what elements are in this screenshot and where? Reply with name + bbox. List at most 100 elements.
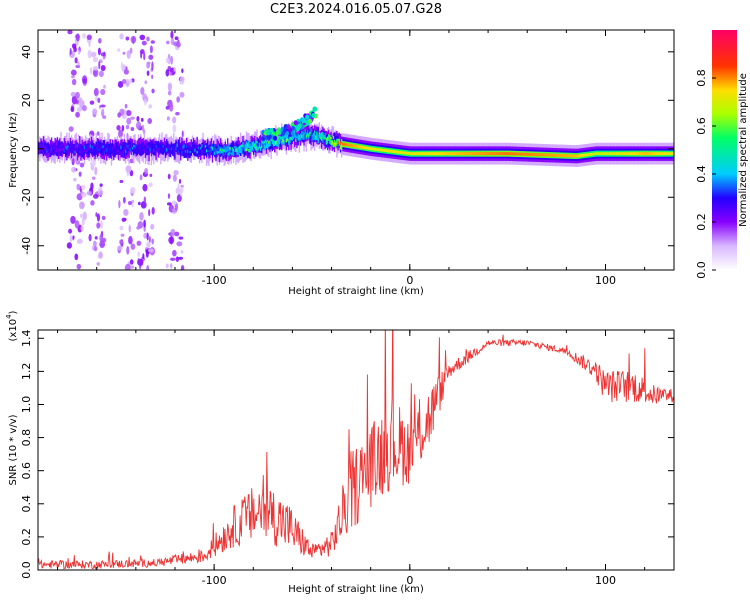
heatmap-cell [276,142,278,145]
heatmap-cell [133,148,135,153]
heatmap-cell [120,145,122,150]
heatmap-cell [339,142,342,146]
heatmap-cell [576,154,579,158]
heatmap-branch-point [290,131,295,137]
heatmap-cell [232,141,235,153]
heatmap-cell [500,152,502,156]
heatmap-speckle [140,117,144,122]
heatmap-speckle [82,33,86,39]
heatmap-cell [641,152,643,156]
heatmap-cell [86,149,88,152]
heatmap-cell [464,152,466,156]
heatmap-cell [275,140,277,145]
heatmap-cell [647,152,649,156]
heatmap-cell [579,154,581,158]
heatmap-cell [330,137,332,140]
heatmap-cell [316,133,318,141]
heatmap-cell [441,152,444,156]
heatmap-cell [338,138,340,144]
heatmap-cell [117,150,120,153]
heatmap-cell [84,142,87,149]
heatmap-cell [288,137,290,145]
heatmap-cell [154,148,156,152]
heatmap-speckle [166,116,170,121]
heatmap-cell [215,152,217,156]
heatmap-cell [432,152,434,156]
heatmap-cell [304,133,306,137]
heatmap-speckle [132,36,135,45]
heatmap-cell [430,152,432,156]
heatmap-cell [212,148,215,152]
heatmap-speckle [123,69,129,75]
heatmap-cell [655,152,657,156]
heatmap-cell [164,147,167,153]
y-tick-label: 0.0 [20,561,33,579]
heatmap-cell [246,143,249,147]
heatmap-cell [608,152,611,156]
heatmap-cell [587,153,589,157]
heatmap-speckle [91,176,96,180]
heatmap-cell [492,152,494,156]
heatmap-cell [317,127,319,140]
heatmap-cell [75,144,77,148]
heatmap-speckle [100,52,105,57]
heatmap-cell [96,146,99,157]
heatmap-speckle [90,160,96,167]
heatmap-cell [574,154,576,158]
heatmap-cell [356,144,358,148]
heatmap-cell [292,134,295,140]
heatmap-cell [104,148,107,153]
heatmap-cell [158,142,161,149]
heatmap-cell [428,152,431,156]
heatmap-cell [198,150,201,154]
heatmap-cell [546,153,548,157]
heatmap-cell [119,149,121,155]
heatmap-cell [296,133,298,137]
heatmap-cell [534,153,537,157]
heatmap-cell [326,137,329,141]
heatmap-speckle [167,193,171,199]
heatmap-cell [184,150,187,153]
heatmap-cell [339,133,342,149]
heatmap-cell [77,144,80,155]
heatmap-cell [364,146,366,150]
heatmap-cell [40,143,42,150]
heatmap-cell [208,149,210,152]
heatmap-cell [424,152,426,156]
heatmap-cell [324,133,326,137]
heatmap-cell [148,146,150,155]
heatmap-cell [474,152,477,156]
heatmap-cell [499,152,501,156]
heatmap-speckle [78,50,81,55]
heatmap-cell [156,147,158,150]
heatmap-cell [514,152,517,156]
heatmap-cell [335,142,337,145]
heatmap-cell [401,151,404,155]
heatmap-cell [211,143,214,150]
heatmap-cell [610,152,613,156]
heatmap-speckle [130,116,135,120]
heatmap-speckle [102,56,106,60]
heatmap-cell [555,153,558,157]
heatmap-cell [224,152,227,156]
heatmap-speckle [99,240,106,249]
heatmap-cell [556,153,559,157]
heatmap-cell [266,143,269,150]
heatmap-speckle [129,158,134,164]
heatmap-cell [472,152,474,156]
spectrogram-x-ticks: -100 0 100 [57,30,646,287]
heatmap-cell [529,152,532,156]
heatmap-cell [89,144,92,148]
heatmap-cell [295,138,297,142]
heatmap-cell [338,143,340,146]
heatmap-speckle [136,240,142,246]
heatmap-cell [63,146,66,151]
heatmap-speckle [165,105,170,110]
heatmap-speckle [146,62,151,69]
heatmap-cell [603,152,606,156]
heatmap-cell [669,152,672,156]
heatmap-cell [236,140,238,153]
heatmap-cell [248,140,250,148]
heatmap-cell [565,154,567,158]
snr-multiplier-exponent: 4 [5,314,13,319]
